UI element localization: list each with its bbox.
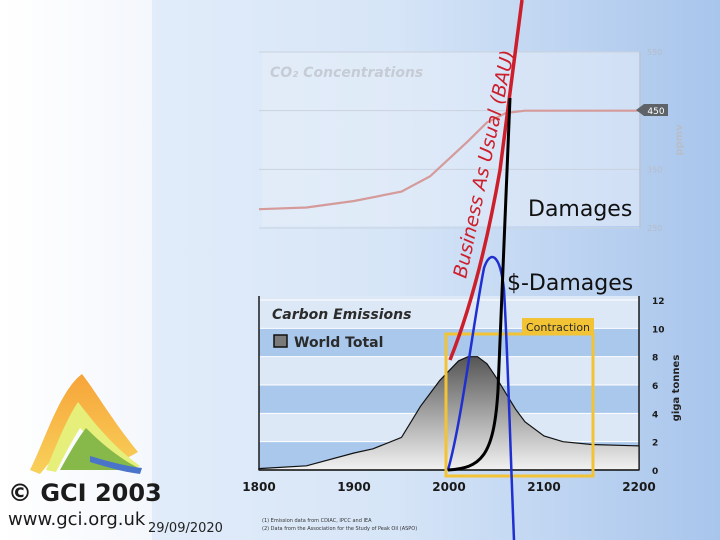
damages-label: Damages [528, 197, 632, 222]
co2-tick-label: 350 [647, 165, 662, 174]
contraction-box [444, 332, 595, 478]
emissions-y-tick-label: 8 [652, 354, 658, 364]
emissions-y-tick-label: 12 [652, 297, 665, 307]
contraction-overlay: Contraction [444, 318, 595, 478]
dollar-damages-curve [446, 256, 516, 540]
emissions-x-tick-label: 2200 [622, 480, 655, 494]
emissions-y-tick-label: 10 [652, 325, 665, 335]
co2-marker-badge: 450 [636, 104, 668, 117]
co2-gridlines [259, 51, 639, 229]
bau-curve [448, 0, 524, 361]
co2-chart: CO₂ Concentrations ppmv 250350450550 450 [258, 48, 685, 233]
gci-logo [30, 374, 142, 474]
co2-axis-label: ppmv [674, 124, 685, 156]
emissions-y-tick-label: 2 [652, 439, 658, 449]
co2-marker-label: 450 [647, 107, 664, 117]
emissions-area [258, 356, 640, 471]
emissions-x-tick-label: 2000 [432, 480, 465, 494]
emissions-y-tick-label: 6 [652, 382, 658, 392]
co2-tick-label: 250 [647, 224, 662, 233]
dollar-damages-label: $-Damages [507, 271, 633, 296]
legend-swatch-world-total [273, 334, 288, 348]
emissions-y-tick-label: 0 [652, 467, 658, 477]
website-url[interactable]: www.gci.org.uk [8, 509, 146, 530]
slide-date: 29/09/2020 [148, 521, 223, 536]
co2-series-line [258, 109, 639, 211]
co2-chart-title: CO₂ Concentrations [270, 65, 423, 81]
emissions-axis-label: giga tonnes [671, 355, 682, 422]
co2-tick-label: 550 [647, 48, 662, 57]
emissions-y-tick-labels: 0 2 4 6 8 10 12 [652, 297, 665, 477]
footnote-2: (2) Data from the Association for the St… [262, 526, 417, 532]
emissions-x-tick-labels: 1800 1900 2000 2100 2200 [242, 480, 655, 494]
emissions-x-tick-label: 1900 [337, 480, 370, 494]
contraction-label: Contraction [526, 321, 590, 334]
contraction-tag [522, 318, 594, 335]
legend-label-world-total: World Total [294, 335, 383, 351]
footnote-1: (1) Emission data from CDIAC, IPCC and I… [262, 518, 372, 524]
co2-plot-area [262, 52, 640, 226]
copyright-text: © GCI 2003 [8, 479, 162, 507]
emissions-y-tick-label: 4 [652, 410, 658, 420]
emissions-x-tick-label: 2100 [527, 480, 560, 494]
emissions-x-tick-label: 1800 [242, 480, 275, 494]
damages-curve [447, 97, 512, 472]
emissions-chart-title: Carbon Emissions [272, 307, 411, 323]
